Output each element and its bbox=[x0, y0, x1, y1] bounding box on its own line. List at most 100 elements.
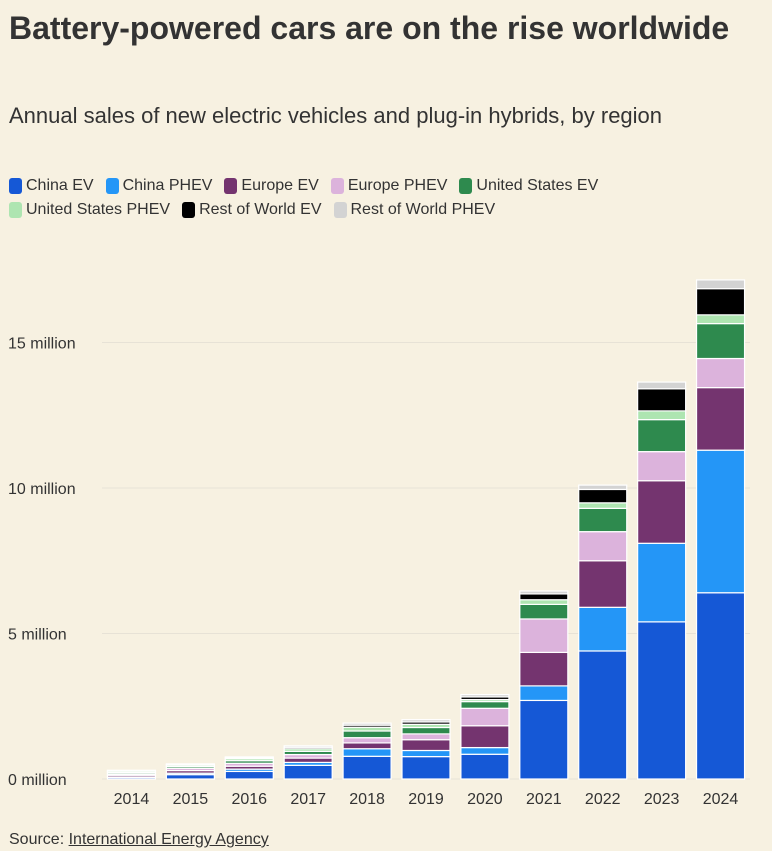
legend-label: China PHEV bbox=[122, 177, 213, 194]
legend-item: Rest of World EV bbox=[182, 201, 322, 219]
bar-segment bbox=[106, 769, 157, 772]
legend-item: Europe PHEV bbox=[330, 177, 448, 195]
x-tick-label: 2016 bbox=[231, 791, 267, 808]
bar-segment bbox=[401, 749, 451, 758]
bar-segment bbox=[401, 739, 451, 752]
bar-segment bbox=[165, 774, 215, 780]
legend-label: China EV bbox=[26, 177, 94, 194]
bar-segment bbox=[460, 725, 510, 749]
bar-segment bbox=[578, 484, 628, 491]
chart-title: Battery-powered cars are on the rise wor… bbox=[9, 10, 730, 46]
x-tick-label: 2024 bbox=[703, 791, 739, 808]
y-tick-label: 0 million bbox=[8, 772, 67, 789]
bar-segment bbox=[695, 314, 746, 325]
bar-segment bbox=[342, 748, 392, 757]
bar-segment bbox=[283, 757, 333, 764]
bar-segment bbox=[578, 606, 628, 652]
bar-segment bbox=[519, 699, 569, 780]
bar-segment bbox=[342, 722, 392, 726]
legend-label: Europe EV bbox=[241, 177, 319, 194]
bar-segment bbox=[519, 618, 569, 654]
x-tick-label: 2022 bbox=[585, 791, 621, 808]
bar-segment bbox=[165, 763, 215, 766]
legend-swatch bbox=[9, 178, 22, 194]
bar-segment bbox=[401, 726, 451, 735]
x-tick-label: 2020 bbox=[467, 791, 503, 808]
bar-segment bbox=[342, 737, 392, 744]
legend-swatch bbox=[224, 178, 238, 194]
bar-segment bbox=[637, 388, 687, 412]
x-tick-label: 2019 bbox=[408, 791, 444, 808]
bar-segment bbox=[578, 650, 628, 780]
bar-segment bbox=[519, 651, 569, 687]
bar-segment bbox=[283, 764, 333, 780]
bar-segment bbox=[637, 542, 687, 623]
bar-segment bbox=[637, 410, 687, 421]
bar-segment bbox=[519, 685, 569, 702]
bar-segment bbox=[578, 507, 628, 533]
source-prefix: Source: bbox=[9, 831, 69, 848]
bar-segment bbox=[401, 733, 451, 741]
legend-swatch bbox=[459, 178, 473, 194]
bar-segment bbox=[695, 592, 746, 780]
legend-label: United States PHEV bbox=[26, 201, 171, 218]
legend-label: Rest of World EV bbox=[199, 201, 322, 218]
legend-item: United States EV bbox=[459, 177, 598, 195]
bar-segment bbox=[342, 755, 392, 780]
bar-segment bbox=[637, 451, 687, 482]
bar-segment bbox=[637, 419, 687, 453]
x-tick-label: 2014 bbox=[114, 791, 150, 808]
legend: China EV China PHEV Europe EV Europe PHEV Un… bbox=[9, 177, 729, 219]
x-tick-label: 2018 bbox=[349, 791, 385, 808]
bar-segment bbox=[342, 730, 392, 739]
bar-segment bbox=[519, 590, 569, 595]
legend-item: United States PHEV bbox=[9, 201, 170, 219]
source-note: Source: International Energy Agency bbox=[9, 830, 269, 850]
bar-segment bbox=[401, 755, 451, 780]
bar-segment bbox=[578, 531, 628, 562]
legend-swatch bbox=[105, 178, 119, 194]
bar-segment bbox=[460, 694, 510, 698]
bar-segment bbox=[695, 387, 746, 451]
bar-segment bbox=[519, 603, 569, 620]
bar-segment bbox=[283, 745, 333, 748]
chart-subtitle: Annual sales of new electric vehicles an… bbox=[9, 103, 663, 128]
bar-segment bbox=[519, 599, 569, 605]
x-tick-label: 2017 bbox=[290, 791, 326, 808]
bar-segment bbox=[637, 480, 687, 544]
bar-segment bbox=[224, 770, 274, 780]
bar-segment bbox=[578, 502, 628, 509]
legend-item: Rest of World PHEV bbox=[333, 201, 496, 219]
legend-item: Europe EV bbox=[224, 177, 319, 195]
bar-segment bbox=[224, 756, 274, 759]
x-tick-label: 2021 bbox=[526, 791, 562, 808]
legend-item: China EV bbox=[9, 177, 94, 195]
bar-segment bbox=[460, 746, 510, 755]
bar-segment bbox=[460, 700, 510, 709]
bar-segment bbox=[695, 322, 746, 360]
legend-label: Rest of World PHEV bbox=[350, 201, 496, 218]
bar-segment bbox=[342, 742, 392, 750]
bar-segment bbox=[401, 719, 451, 723]
bar-segment bbox=[695, 357, 746, 389]
x-tick-label: 2023 bbox=[644, 791, 680, 808]
source-link[interactable]: International Energy Agency bbox=[68, 831, 269, 848]
bar-segment bbox=[578, 488, 628, 504]
bar-segment bbox=[460, 707, 510, 727]
legend-swatch bbox=[182, 202, 196, 218]
legend-swatch bbox=[9, 202, 22, 218]
legend-item: China PHEV bbox=[105, 177, 213, 195]
bar-segment bbox=[695, 279, 746, 290]
legend-swatch bbox=[333, 202, 347, 218]
x-tick-label: 2015 bbox=[173, 791, 209, 808]
legend-swatch bbox=[330, 178, 344, 194]
bar-segment bbox=[519, 593, 569, 601]
bar-segment bbox=[637, 381, 687, 390]
bar-segment bbox=[695, 288, 746, 316]
bar-segment bbox=[695, 449, 746, 594]
bar-segment bbox=[637, 621, 687, 780]
y-tick-label: 10 million bbox=[8, 481, 76, 498]
legend-label: Europe PHEV bbox=[347, 177, 448, 194]
bar-segment bbox=[578, 560, 628, 608]
y-tick-label: 15 million bbox=[8, 336, 76, 353]
